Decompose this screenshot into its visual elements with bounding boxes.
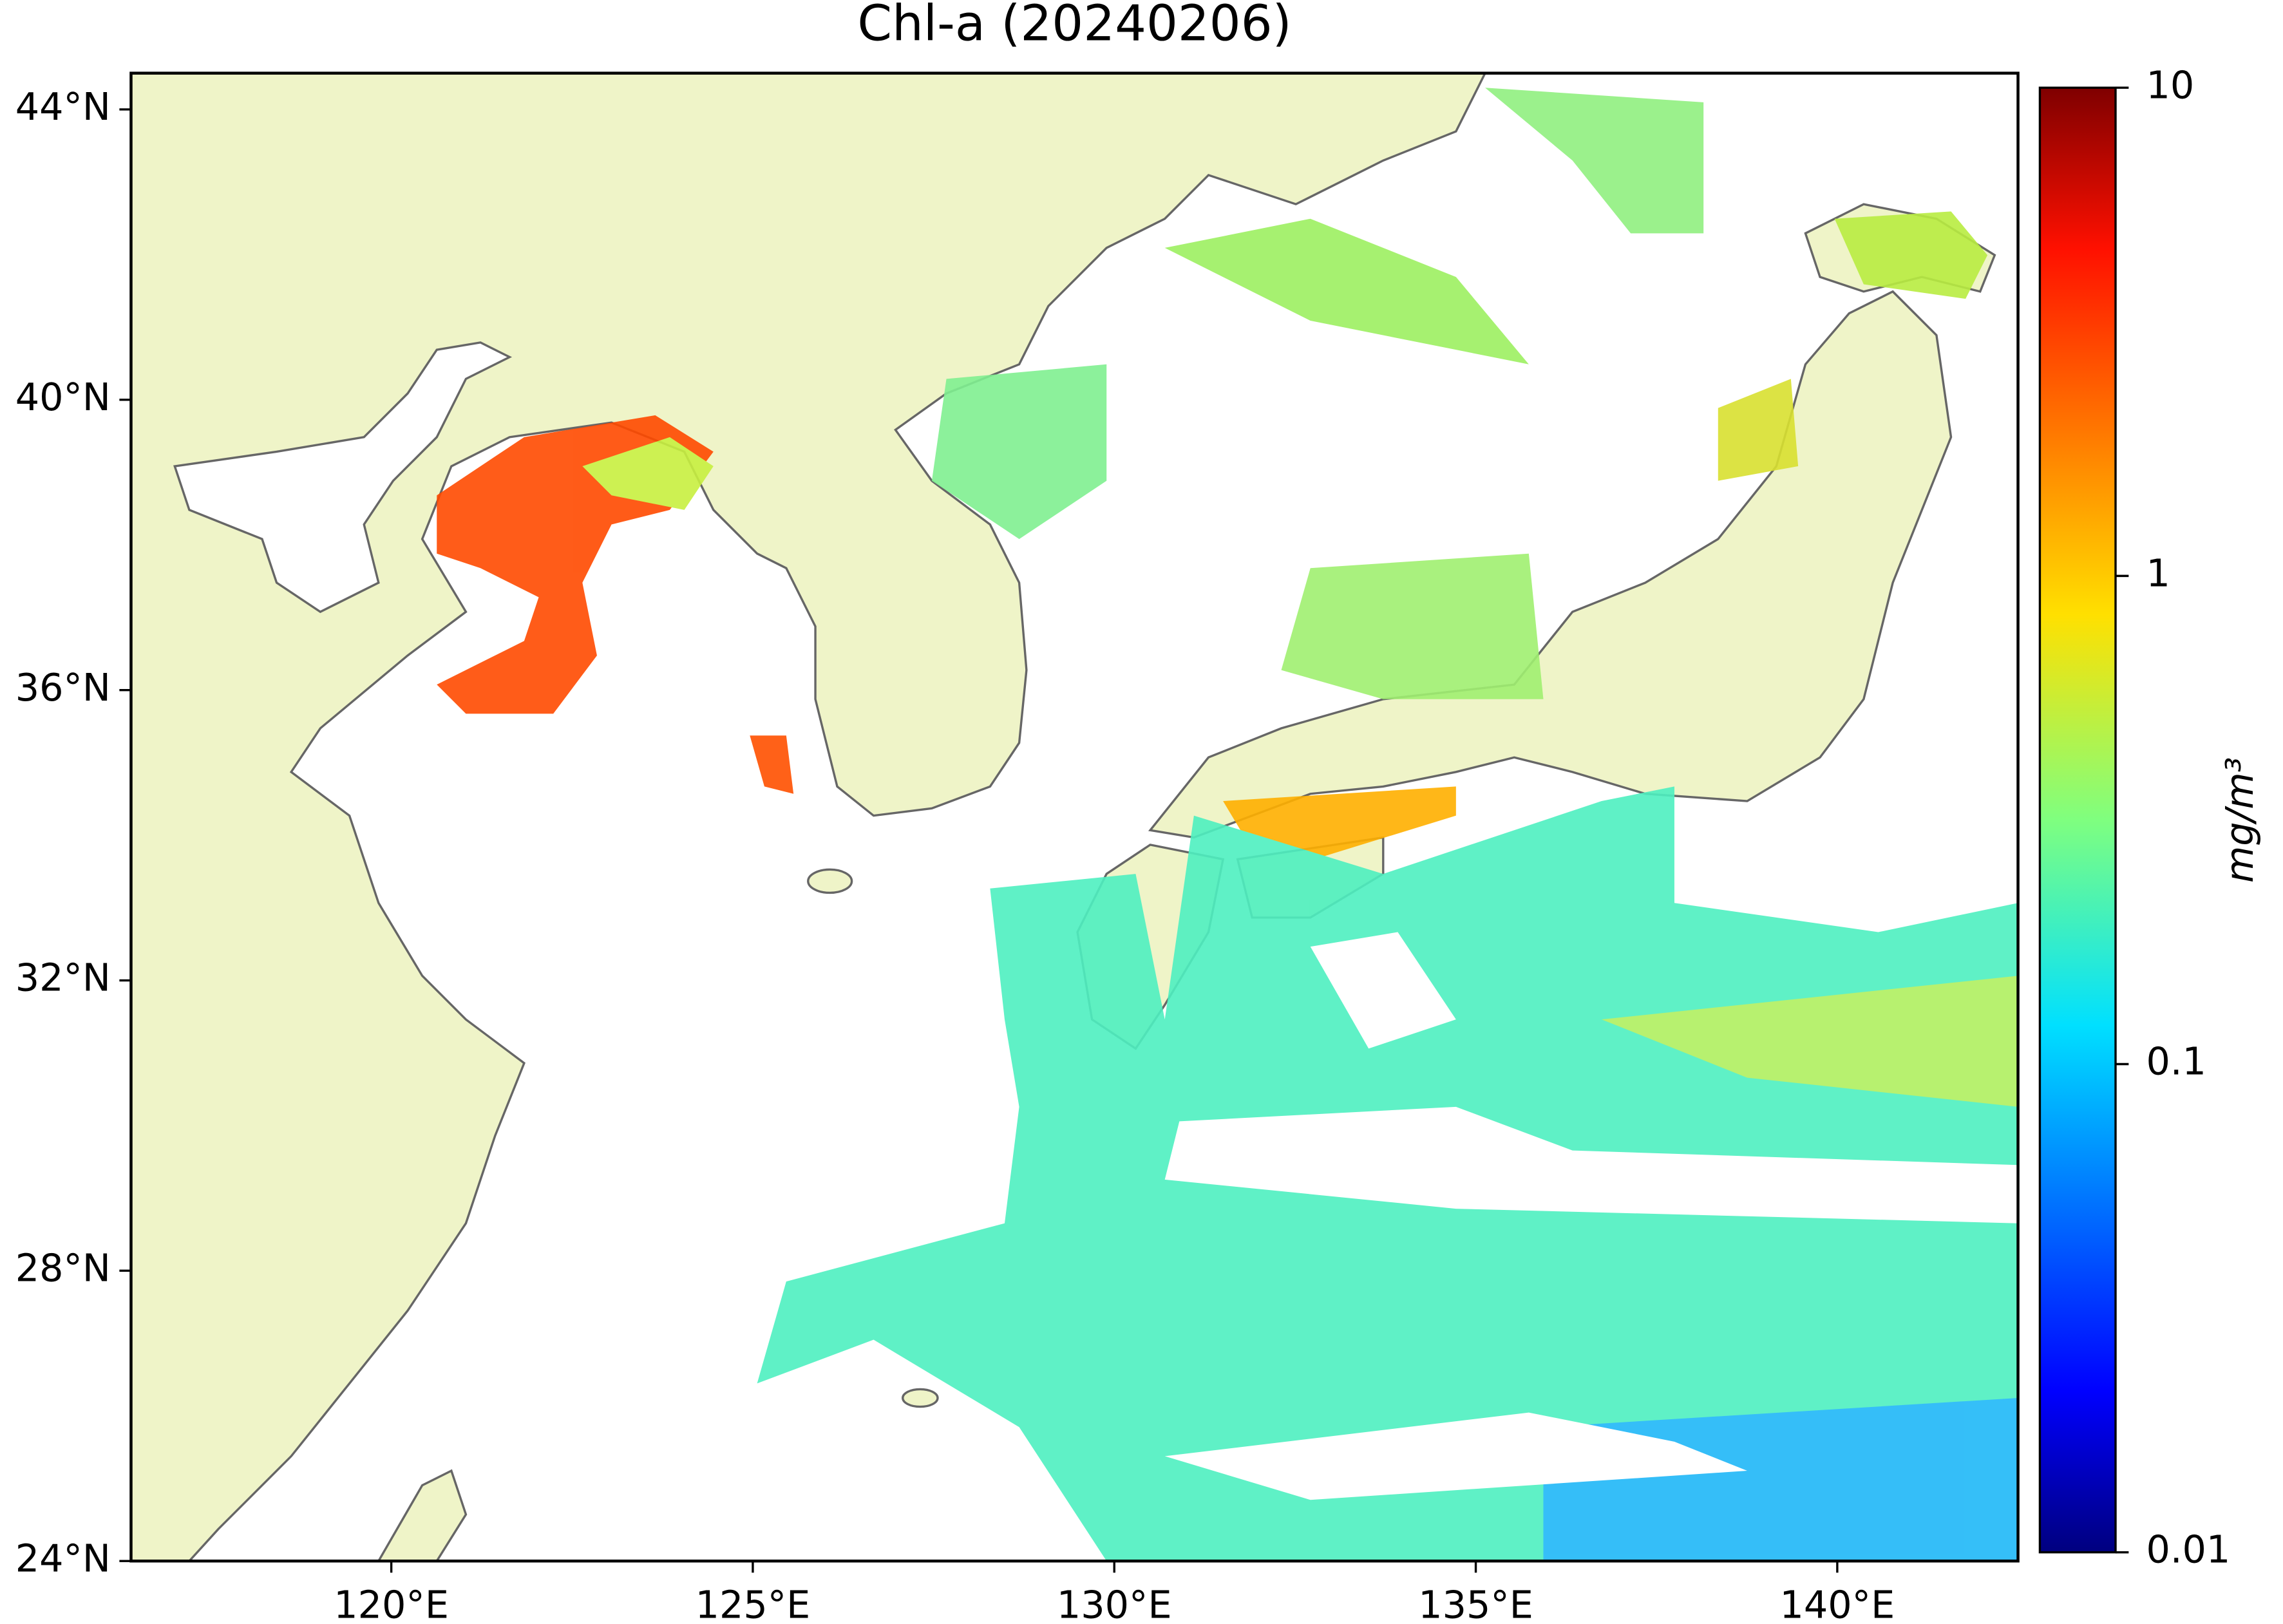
chart-title: Chl-a (20240206) — [857, 0, 1291, 52]
y-tick-label: 40°N — [15, 375, 111, 419]
colorbar-tick-label: 1 — [2146, 551, 2170, 595]
x-tick-label: 125°E — [696, 1583, 811, 1624]
colorbar-label: mg/m³ — [2217, 757, 2262, 883]
y-tick-label: 36°N — [15, 665, 111, 710]
x-tick-label: 140°E — [1780, 1583, 1895, 1624]
x-tick-label: 120°E — [334, 1583, 449, 1624]
colorbar — [2038, 86, 2117, 1554]
chlorophyll-field — [437, 88, 2018, 1562]
y-tick-label: 32°N — [15, 956, 111, 1000]
y-tick-label: 24°N — [15, 1536, 111, 1580]
x-tick-label: 130°E — [1057, 1583, 1172, 1624]
x-tick-label: 135°E — [1418, 1583, 1533, 1624]
colorbar-tick-label: 10 — [2146, 62, 2194, 107]
colorbar-tick-label: 0.01 — [2146, 1527, 2230, 1572]
y-tick-label: 28°N — [15, 1245, 111, 1290]
y-tick-label: 44°N — [15, 84, 111, 129]
map-frame — [129, 71, 2020, 1563]
colorbar-tick-label: 0.1 — [2146, 1039, 2206, 1084]
map-area — [131, 73, 2018, 1562]
